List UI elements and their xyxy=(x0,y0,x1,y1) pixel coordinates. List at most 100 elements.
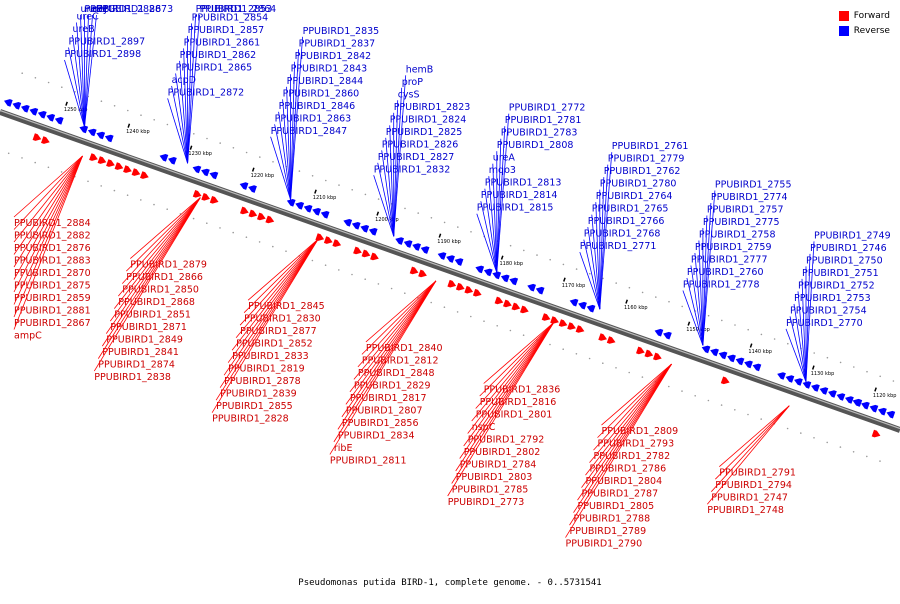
label-leader xyxy=(698,240,704,346)
label-leader xyxy=(349,280,437,393)
reverse-gene xyxy=(412,243,421,251)
label-leader xyxy=(274,124,291,200)
guide-dot xyxy=(588,357,591,360)
gene-label: PPUBIRD1_2823 xyxy=(394,102,471,113)
guide-dot xyxy=(258,241,261,243)
label-leader xyxy=(247,238,319,301)
gene-label: PPUBIRD1_2785 xyxy=(452,485,529,496)
label-leader xyxy=(211,238,319,413)
label-leader xyxy=(84,14,93,128)
gene-label: PPUBIRD1_2786 xyxy=(590,464,667,475)
gene-label: PPUBIRD1_2882 xyxy=(14,231,91,242)
forward-gene xyxy=(511,302,521,311)
legend-reverse-label: Reverse xyxy=(853,25,890,36)
gene-label: PPUBIRD1_2844 xyxy=(287,76,364,87)
guide-dot xyxy=(126,194,129,196)
reverse-gene xyxy=(303,205,313,213)
guide-dot xyxy=(364,278,367,281)
reverse-gene xyxy=(718,351,728,360)
gene-label: ribE xyxy=(334,443,353,454)
label-leader xyxy=(793,303,807,382)
gene-label: nspC xyxy=(472,422,496,433)
label-leader xyxy=(599,164,609,310)
tick-mark xyxy=(811,365,815,370)
reverse-gene xyxy=(12,102,22,110)
guide-dot xyxy=(206,137,208,140)
label-leader xyxy=(72,34,85,128)
label-leader xyxy=(585,363,672,476)
gene-label: PPUBIRD1_2883 xyxy=(14,256,91,267)
reverse-gene xyxy=(395,237,404,245)
forward-gene xyxy=(209,196,219,204)
guide-dot xyxy=(232,147,235,149)
gene-label: PPUBIRD1_2774 xyxy=(711,192,788,203)
forward-gene xyxy=(265,215,275,224)
tick-mark xyxy=(314,189,317,194)
label-leader xyxy=(451,322,555,484)
forward-gene xyxy=(472,288,482,297)
gene-label: PPUBIRD1_2824 xyxy=(390,114,467,125)
gene-label: PPUBIRD1_2856 xyxy=(342,418,419,429)
tick-label: 1120 kbp xyxy=(873,393,897,399)
gene-label: PPUBIRD1_2778 xyxy=(683,280,760,291)
label-leader xyxy=(126,197,201,272)
label-leader xyxy=(587,227,601,310)
gene-label: PPUBIRD1_2788 xyxy=(574,514,651,525)
guide-dot xyxy=(562,348,564,351)
guide-dot xyxy=(338,184,340,186)
label-leader xyxy=(601,363,672,426)
reverse-gene xyxy=(819,387,829,395)
tick-mark xyxy=(687,321,691,326)
guide-dot xyxy=(760,333,763,336)
guide-dot xyxy=(681,305,683,308)
gene-label: PPUBIRD1_2748 xyxy=(707,505,784,516)
reverse-gene xyxy=(79,125,89,134)
guide-dot xyxy=(324,264,327,267)
label-leader xyxy=(167,98,188,164)
label-leader xyxy=(13,155,83,330)
label-leader xyxy=(290,36,303,200)
guide-dot xyxy=(100,185,102,187)
gene-label: PPUBIRD1_2875 xyxy=(14,281,91,292)
gene-label: PPUBIRD1_2828 xyxy=(212,414,289,425)
label-leader xyxy=(805,241,815,382)
gene-label: PPUBIRD1_2836 xyxy=(484,385,561,396)
guide-dot xyxy=(853,366,855,368)
reverse-gene xyxy=(836,393,846,401)
gene-label: PPUBIRD1_2802 xyxy=(464,447,541,458)
reverse-gene xyxy=(96,131,106,140)
label-leader xyxy=(711,405,790,492)
label-leader xyxy=(64,59,85,128)
forward-gene xyxy=(123,165,132,173)
label-leader xyxy=(219,238,319,388)
label-leader xyxy=(686,277,704,346)
label-leader xyxy=(599,177,605,310)
guide-dot xyxy=(707,399,710,402)
forward-gene xyxy=(558,319,568,327)
label-leader xyxy=(801,278,807,382)
label-leader xyxy=(496,138,502,273)
guide-dot xyxy=(140,199,142,201)
forward-gene xyxy=(567,322,576,330)
gene-label: proP xyxy=(402,77,424,88)
label-leader xyxy=(282,99,291,200)
label-leader xyxy=(357,280,437,368)
gene-label: PPUBIRD1_2817 xyxy=(350,393,427,404)
gene-label: PPUBIRD1_2852 xyxy=(236,339,313,350)
forward-gene xyxy=(106,159,115,167)
label-leader xyxy=(13,155,83,230)
guide-dot xyxy=(417,212,420,214)
guide-dot xyxy=(655,296,657,298)
gene-label: PPUBIRD1_2749 xyxy=(814,230,891,241)
label-leader xyxy=(480,201,498,273)
gene-label: PPUBIRD1_2751 xyxy=(802,268,879,279)
reverse-gene xyxy=(569,298,579,307)
label-leader xyxy=(179,60,188,164)
guide-dot xyxy=(668,300,670,303)
guide-dot xyxy=(456,311,459,313)
gene-label: PPUBIRD1_2838 xyxy=(94,372,171,383)
gene-label: PPUBIRD1_2830 xyxy=(244,314,321,325)
tick-mark xyxy=(500,255,504,260)
label-leader xyxy=(593,363,672,451)
